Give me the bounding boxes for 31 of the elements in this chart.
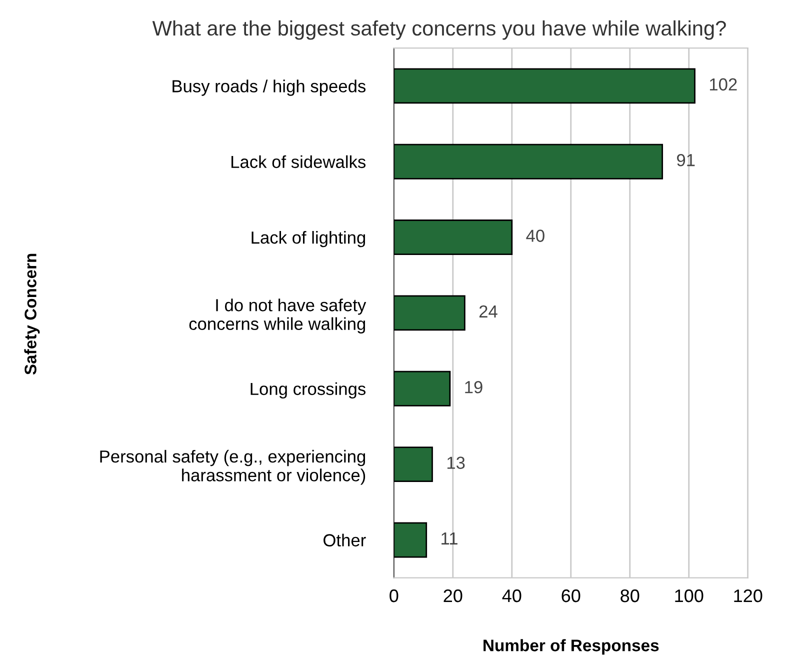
y-tick-label: Other [324, 534, 366, 546]
chart-title: What are the biggest safety concerns you have while walking? [152, 20, 726, 40]
bar [394, 522, 428, 558]
data-label: 13 [447, 456, 465, 469]
y-tick-label: I do not have safety concerns while walking [189, 298, 366, 334]
x-tick-label: 120 [734, 589, 762, 602]
bar [394, 220, 513, 256]
bar [394, 144, 664, 180]
x-tick-label: 40 [502, 589, 522, 602]
data-label: 102 [710, 78, 737, 91]
bar [394, 68, 696, 104]
x-tick-label: 100 [675, 589, 704, 602]
data-label: 11 [442, 532, 458, 544]
x-axis-title: Number of Responses [484, 639, 659, 655]
y-tick-label: Busy roads / high speeds [172, 80, 366, 96]
data-label: 19 [465, 381, 482, 394]
data-label: 40 [526, 230, 544, 242]
y-tick-label: Personal safety (e.g., experiencing harassment or violence) [100, 450, 366, 485]
bar [394, 370, 451, 406]
x-tick-label: 20 [444, 589, 462, 602]
bar [394, 295, 466, 331]
x-tick-label: 60 [562, 589, 580, 602]
data-label: 91 [677, 154, 695, 166]
y-tick-label: Long crossings [250, 382, 366, 399]
x-tick-label: 80 [620, 589, 640, 602]
y-axis-title: Safety Concern [24, 254, 40, 375]
y-tick-label: Lack of lighting [252, 230, 366, 248]
y-tick-label: Lack of sidewalks [232, 155, 366, 168]
bar [394, 446, 433, 482]
x-tick-label: 0 [390, 589, 398, 602]
data-label: 24 [479, 305, 498, 318]
